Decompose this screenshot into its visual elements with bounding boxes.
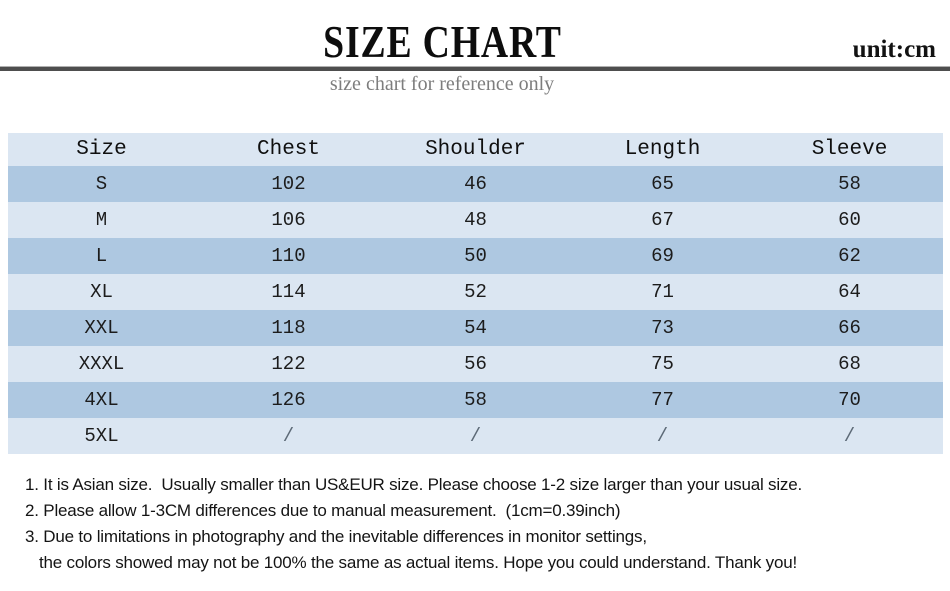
size-cell: XXL [84, 317, 119, 339]
sleeve-cell: 64 [838, 281, 861, 303]
shoulder-cell: 54 [464, 317, 487, 339]
chest-cell: 122 [271, 353, 306, 375]
size-cell: M [95, 209, 108, 231]
shoulder-cell: 52 [464, 281, 487, 303]
divider-line [0, 66, 950, 71]
subtitle: size chart for reference only [329, 73, 555, 95]
note-line-4: the colors showed may not be 100% the sa… [39, 553, 798, 572]
sleeve-cell: 66 [838, 317, 861, 339]
header-cell-size: Size [76, 138, 127, 161]
header: SIZE CHART [0, 16, 884, 75]
table-row-s: S 102 46 65 58 [8, 166, 943, 202]
table-header-row: Size Chest Shoulder Length Sleeve [8, 133, 943, 166]
chest-cell: 118 [271, 317, 306, 339]
shoulder-cell: 56 [464, 353, 487, 375]
note-line-1: 1. It is Asian size. Usually smaller tha… [25, 475, 803, 494]
length-cell: 69 [651, 245, 674, 267]
notes-block: 1. It is Asian size. Usually smaller tha… [25, 472, 935, 576]
table-row-m: M 106 48 67 60 [8, 202, 943, 238]
chest-cell: 126 [271, 389, 306, 411]
chest-cell: 102 [271, 173, 306, 195]
length-cell: 77 [651, 389, 674, 411]
chest-cell: 114 [271, 281, 306, 303]
length-cell: 71 [651, 281, 674, 303]
table-row-l: L 110 50 69 62 [8, 238, 943, 274]
note-line-2: 2. Please allow 1-3CM differences due to… [25, 501, 621, 520]
header-cell-sleeve: Sleeve [811, 138, 888, 161]
unit-label: unit:cm [852, 36, 936, 63]
chest-cell: 110 [271, 245, 306, 267]
header-cell-length: Length [624, 138, 701, 161]
size-cell: 5XL [84, 425, 119, 447]
length-cell: 67 [651, 209, 674, 231]
size-cell: L [95, 245, 108, 267]
table-row-xxxl: XXXL 122 56 75 68 [8, 346, 943, 382]
chest-cell: / [282, 425, 295, 447]
length-cell: / [656, 425, 669, 447]
shoulder-cell: 46 [464, 173, 487, 195]
length-cell: 65 [651, 173, 674, 195]
size-cell: 4XL [84, 389, 119, 411]
size-cell: XL [90, 281, 113, 303]
size-table: Size Chest Shoulder Length Sleeve S 102 … [8, 133, 943, 454]
shoulder-cell: 48 [464, 209, 487, 231]
shoulder-cell: 50 [464, 245, 487, 267]
header-cell-shoulder: Shoulder [425, 138, 526, 161]
size-cell: S [95, 173, 108, 195]
table-row-5xl: 5XL / / / / [8, 418, 943, 454]
table-row-xl: XL 114 52 71 64 [8, 274, 943, 310]
shoulder-cell: 58 [464, 389, 487, 411]
sleeve-cell: 60 [838, 209, 861, 231]
header-cell-chest: Chest [256, 138, 320, 161]
table-row-xxl: XXL 118 54 73 66 [8, 310, 943, 346]
length-cell: 75 [651, 353, 674, 375]
sleeve-cell: 70 [838, 389, 861, 411]
sleeve-cell: 58 [838, 173, 861, 195]
chest-cell: 106 [271, 209, 306, 231]
page-title: SIZE CHART [322, 16, 562, 67]
sleeve-cell: 62 [838, 245, 861, 267]
sleeve-cell: 68 [838, 353, 861, 375]
note-line-3: 3. Due to limitations in photography and… [25, 527, 647, 546]
size-cell: XXXL [78, 353, 125, 375]
sleeve-cell: / [843, 425, 856, 447]
length-cell: 73 [651, 317, 674, 339]
shoulder-cell: / [469, 425, 482, 447]
table-row-4xl: 4XL 126 58 77 70 [8, 382, 943, 418]
